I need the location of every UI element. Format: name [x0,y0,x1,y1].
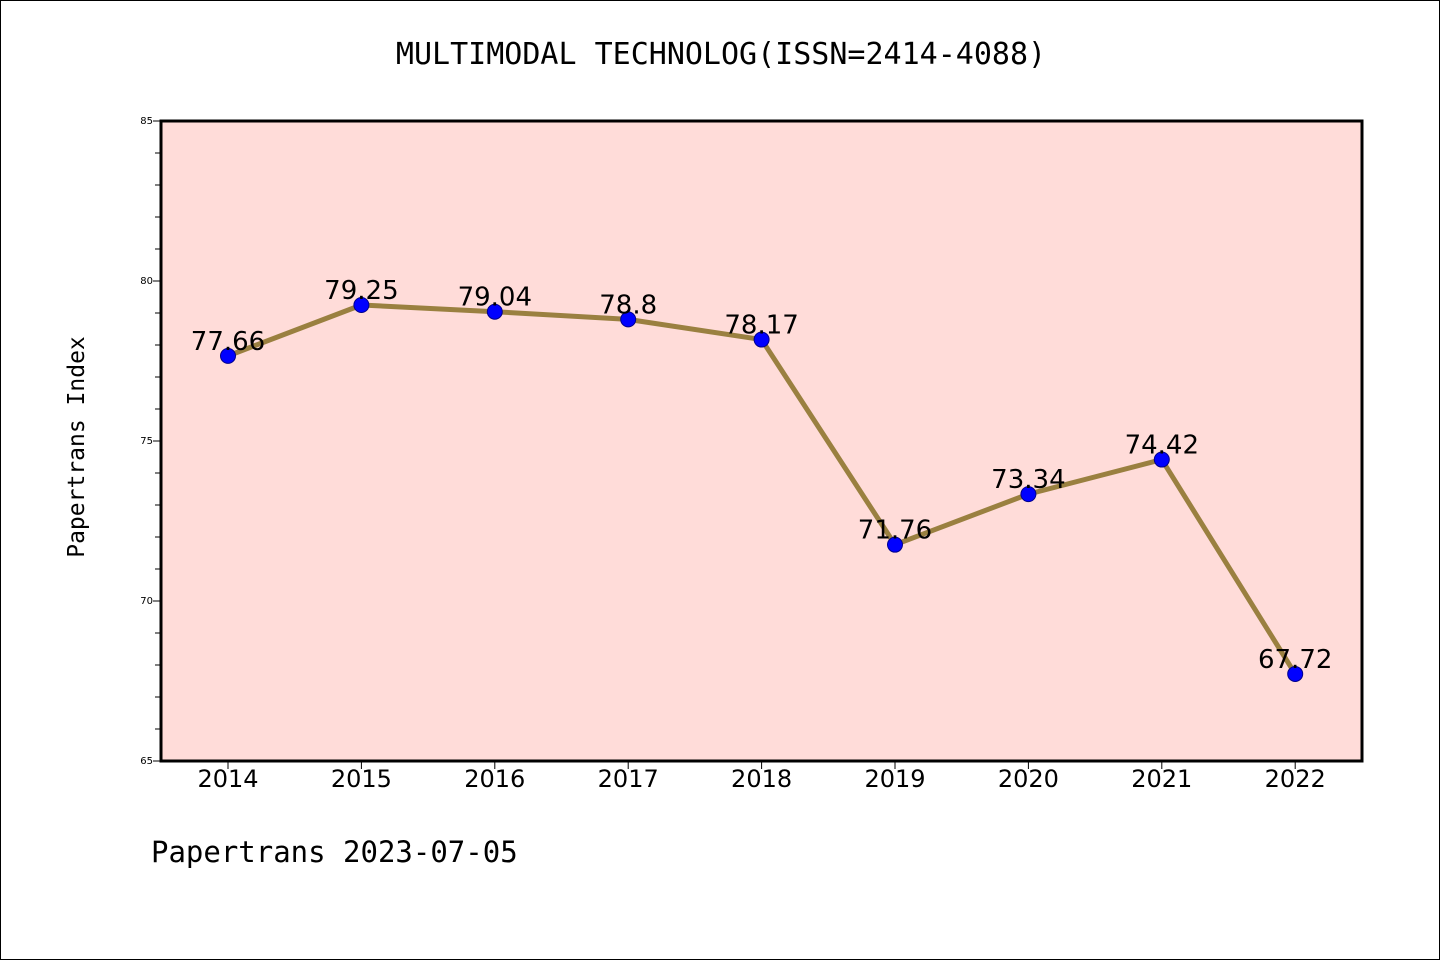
data-label: 78.8 [599,290,657,320]
x-tick-label: 2019 [864,765,925,793]
data-label: 71.76 [858,516,932,546]
data-point [753,331,770,348]
footer-text: Papertrans 2023-07-05 [151,835,518,869]
data-label: 67.72 [1258,645,1332,675]
data-label: 74.42 [1125,431,1199,461]
x-tick-label: 2014 [197,765,258,793]
data-label: 79.04 [458,283,532,313]
data-markers [220,297,1304,682]
x-tick-label: 2015 [331,765,392,793]
data-point [887,536,903,553]
y-tick-label: 85 [140,116,153,127]
x-tick-label: 2022 [1265,765,1326,793]
y-tick-label: 80 [140,276,153,287]
data-point [353,297,370,313]
x-tick-label: 2017 [598,765,659,793]
data-point [1020,486,1037,503]
data-label: 77.66 [191,327,265,357]
y-tick-label: 70 [140,596,153,607]
y-axis-ticks: 65 70 75 80 85 [140,116,161,767]
chart-title: MULTIMODAL TECHNOLOG(ISSN=2414-4088) [395,37,1047,72]
data-labels: 77.66 79.25 79.04 78.8 78.17 71.76 73.34 74.42 6… [191,276,1333,675]
data-point [220,347,236,364]
data-point [1153,451,1170,468]
x-tick-label: 2018 [731,765,792,793]
x-tick-label: 2020 [998,765,1059,793]
plot-area [159,119,1364,763]
data-label: 79.25 [324,276,398,306]
data-label: 73.34 [991,465,1065,495]
x-tick-label: 2021 [1131,765,1192,793]
data-label: 78.17 [724,311,798,341]
y-tick-label: 75 [140,436,153,447]
data-point [1287,665,1304,682]
y-tick-label: 65 [140,756,153,767]
x-tick-label: 2016 [464,765,525,793]
data-point [486,303,503,320]
data-point [620,311,637,328]
x-axis-ticks: 2014 2015 2016 2017 2018 2019 2020 2021 2022 [197,761,1326,793]
